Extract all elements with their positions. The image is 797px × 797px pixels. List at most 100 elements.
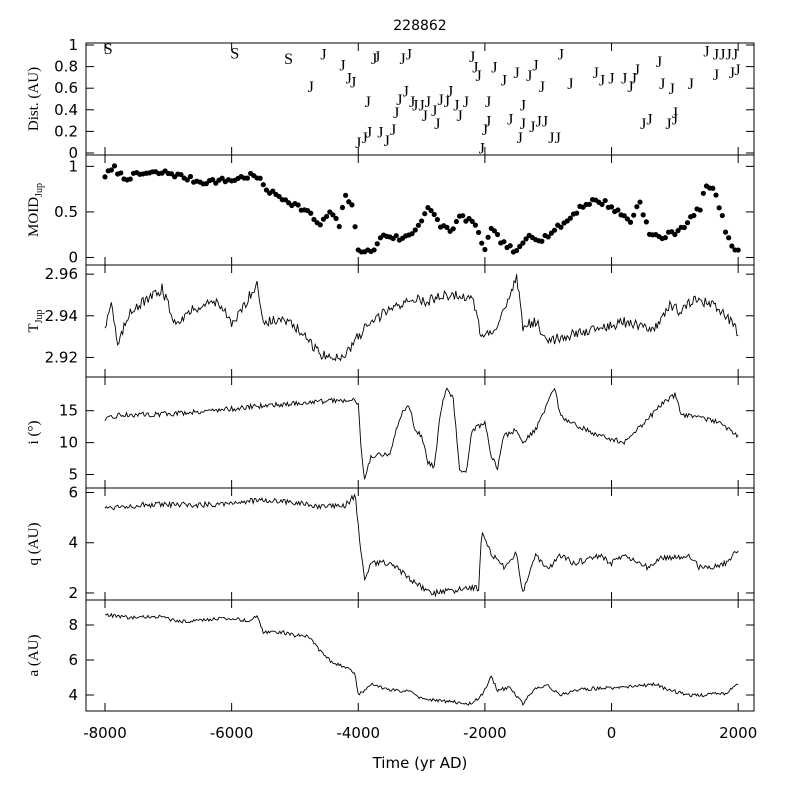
panel-frame	[85, 264, 755, 378]
moid-point	[545, 234, 551, 240]
encounter-marker-jupiter: J	[713, 67, 719, 84]
moid-point	[428, 207, 434, 214]
panel-q: 2 4 6 q (AU)	[26, 484, 755, 602]
x-tick-label: -2000	[463, 724, 507, 742]
encounter-marker-jupiter: J	[672, 105, 678, 122]
x-axis: -8000 -6000 -4000 -2000 0 2000	[83, 724, 757, 742]
moid-point	[187, 173, 194, 180]
encounter-marker-jupiter: J	[365, 94, 371, 111]
encounter-marker-jupiter: J	[350, 75, 356, 92]
moid-point	[111, 163, 118, 169]
encounter-marker-jupiter: J	[640, 116, 646, 133]
moid-point	[615, 207, 621, 213]
x-tick-label: 0	[607, 724, 617, 742]
moid-point	[444, 224, 450, 230]
encounter-marker-jupiter: J	[374, 49, 380, 66]
moid-point	[102, 174, 108, 180]
encounter-marker-jupiter: J	[346, 70, 352, 87]
encounter-marker-jupiter: J	[366, 124, 372, 141]
y-tick-label: 0.6	[54, 79, 78, 97]
moid-point	[710, 185, 716, 191]
encounter-marker-jupiter: J	[539, 79, 545, 96]
moid-point	[270, 188, 276, 194]
moid-point	[574, 210, 580, 216]
moid-point	[722, 229, 729, 235]
encounter-marker-jupiter: J	[627, 79, 633, 96]
encounter-marker-jupiter: J	[425, 94, 431, 111]
y-tick-label: 2	[68, 584, 78, 602]
y-tick-label: 4	[68, 686, 78, 704]
moid-point	[602, 197, 608, 204]
panel-incl: 5 10 15 i (°)	[26, 376, 755, 489]
encounter-marker-jupiter: J	[479, 141, 485, 158]
moid-point	[713, 192, 719, 198]
moid-point	[599, 201, 605, 208]
moid-point	[700, 190, 706, 196]
encounter-marker-jupiter: J	[532, 57, 538, 74]
encounter-marker-jupiter: J	[734, 62, 740, 79]
moid-point	[219, 175, 225, 181]
moid-point	[523, 236, 529, 242]
y-tick-label: 0	[68, 248, 78, 266]
y-tick-label: 6	[68, 484, 78, 502]
moid-point	[295, 202, 301, 208]
moid-point	[513, 247, 520, 254]
encounter-marker-jupiter: J	[526, 68, 532, 85]
moid-point	[640, 212, 646, 218]
moid-point	[418, 218, 425, 224]
moid-point	[178, 171, 184, 178]
moid-point	[494, 231, 501, 238]
encounter-marker-jupiter: J	[399, 51, 405, 68]
moid-point	[716, 205, 722, 211]
encounter-marker-jupiter: J	[501, 73, 507, 90]
encounter-marker-jupiter: J	[396, 92, 402, 109]
moid-point	[317, 222, 323, 228]
encounter-marker-jupiter: J	[472, 60, 478, 77]
moid-point	[479, 240, 485, 246]
moid-point	[339, 204, 346, 211]
moid-point	[637, 199, 643, 205]
encounter-marker-jupiter: J	[548, 130, 554, 147]
y-axis-label: q (AU)	[26, 523, 42, 566]
encounter-marker-jupiter: J	[377, 124, 383, 141]
moid-point	[415, 222, 422, 228]
encounter-marker-jupiter: J	[517, 130, 523, 147]
encounter-marker-jupiter: J	[418, 97, 424, 114]
moid-point	[684, 220, 691, 226]
moid-point	[621, 213, 627, 219]
y-tick-label: 1	[68, 157, 78, 175]
encounter-marker-jupiter: J	[520, 97, 526, 114]
moid-point	[108, 167, 114, 173]
encounter-marker-jupiter: J	[456, 108, 462, 125]
y-tick-label: 5	[68, 466, 78, 484]
encounter-marker-jupiter: J	[384, 133, 390, 150]
encounter-marker-jupiter: J	[355, 135, 361, 152]
moid-point	[244, 175, 251, 181]
encounter-marker-jupiter: J	[713, 47, 719, 64]
moid-point	[608, 204, 615, 210]
moid-point	[431, 211, 437, 218]
y-tick-label: 2.92	[45, 348, 78, 366]
encounter-marker-jupiter: J	[339, 57, 345, 74]
y-axis-label: TJup	[26, 309, 45, 332]
moid-point	[469, 218, 475, 224]
moid-point	[346, 199, 352, 205]
encounter-marker-jupiter: J	[665, 116, 671, 133]
moid-point	[672, 231, 678, 238]
encounter-marker-jupiter: J	[688, 76, 694, 93]
moid-point	[453, 218, 460, 225]
y-tick-label: 8	[68, 616, 78, 634]
panel-tjup: 2.92 2.94 2.96 TJup	[26, 264, 755, 378]
moid-point	[276, 193, 282, 200]
panel-moid: 0 0.5 1 MOIDJup	[26, 154, 755, 266]
y-axis-label: a (AU)	[26, 634, 42, 676]
encounter-marker-jupiter: J	[361, 130, 367, 147]
encounter-marker-jupiter: J	[412, 97, 418, 114]
panel-frame	[85, 376, 755, 489]
y-tick-label: 6	[68, 651, 78, 669]
moid-point	[257, 175, 263, 181]
y-tick-label: 0.4	[54, 101, 78, 119]
y-tick-label: 4	[68, 534, 78, 552]
encounter-marker-jupiter: J	[393, 105, 399, 122]
